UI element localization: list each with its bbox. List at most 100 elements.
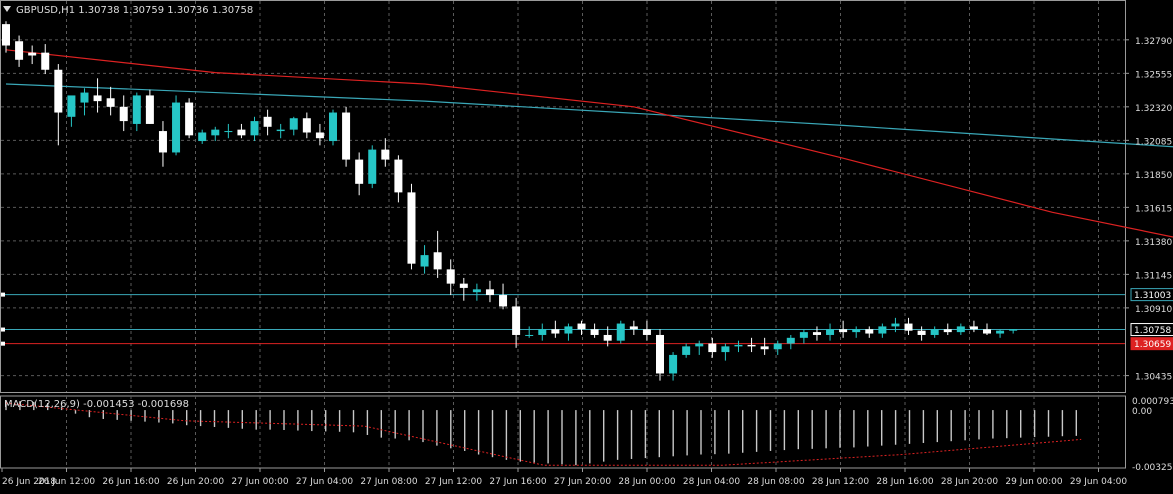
x-tick-label: 28 Jun 04:00 — [683, 477, 740, 487]
candle-body — [878, 326, 887, 334]
candle-body — [472, 289, 481, 293]
candle-body — [747, 344, 756, 347]
candle-body — [538, 329, 547, 335]
candle-body — [368, 149, 377, 184]
x-tick-label: 28 Jun 08:00 — [747, 477, 804, 487]
candle-body — [708, 343, 717, 353]
price-label-box — [1130, 337, 1173, 351]
candle-body — [917, 330, 926, 335]
price-label-box — [1130, 323, 1173, 337]
x-tick-label: 27 Jun 00:00 — [231, 477, 288, 487]
candle-body — [2, 24, 10, 46]
candle-body — [381, 149, 390, 160]
candle-body — [760, 346, 769, 350]
y-tick-label: 1.32085 — [1135, 137, 1172, 147]
y-tick-label: 1.32555 — [1135, 70, 1172, 80]
x-tick-label: 26 Jun 16:00 — [102, 477, 159, 487]
candle-body — [15, 41, 24, 60]
candle-body — [106, 98, 115, 107]
candle-body — [904, 323, 913, 331]
y-tick-label: 1.30910 — [1135, 305, 1172, 315]
macd-pane-frame — [0, 395, 1126, 469]
price-axis: 1.32790 1.32555 1.32320 1.32085 1.31850 1.316… — [1125, 37, 1173, 473]
macd-histogram — [5, 401, 1082, 466]
macd-y-tick-label: 0.00 — [1132, 407, 1152, 417]
candle-body — [930, 329, 939, 335]
x-tick-label: 27 Jun 20:00 — [554, 477, 611, 487]
ma-fast-line — [5, 49, 1173, 238]
candle-body — [551, 329, 560, 334]
price-label: 1.30659 — [1134, 340, 1171, 350]
x-tick-label: 27 Jun 08:00 — [360, 477, 417, 487]
candle-body — [512, 306, 521, 335]
candle-body — [590, 329, 599, 335]
candle-body — [826, 329, 835, 335]
candle-body — [172, 102, 181, 153]
macd-signal-line — [5, 402, 1082, 466]
macd-grid — [66, 396, 1099, 468]
candle-body — [250, 121, 259, 136]
price-grid — [0, 0, 1126, 469]
macd-y-tick-label: -0.003258 — [1132, 463, 1173, 473]
candle-body — [891, 323, 900, 327]
candle-body — [93, 95, 102, 102]
price-label: 1.30758 — [1134, 326, 1171, 336]
candle-body — [302, 118, 311, 133]
candle-body — [695, 343, 704, 347]
candle-body — [485, 289, 494, 296]
candle-body — [499, 295, 508, 307]
y-tick-label: 1.30435 — [1135, 373, 1172, 383]
candle-body — [329, 112, 337, 142]
candle-body — [237, 129, 246, 136]
y-tick-label: 1.31145 — [1135, 271, 1172, 281]
candle-body — [145, 95, 154, 124]
x-tick-label: 28 Jun 12:00 — [812, 477, 869, 487]
macd-y-tick-label: 0.000793 — [1132, 397, 1173, 407]
moving-averages — [5, 49, 1173, 238]
x-tick-label: 27 Jun 04:00 — [296, 477, 353, 487]
candle-body — [656, 334, 664, 374]
candle-body — [983, 329, 991, 334]
dropdown-triangle-icon[interactable] — [3, 6, 11, 12]
candle-body — [642, 329, 651, 335]
level-handle[interactable] — [1, 327, 5, 332]
x-tick-label: 28 Jun 00:00 — [618, 477, 675, 487]
candle-body — [119, 106, 128, 122]
symbol-info: GBPUSD,H1 1.30738 1.30759 1.30736 1.3075… — [16, 5, 253, 16]
candle-body — [158, 131, 167, 153]
candle-body — [1009, 329, 1018, 331]
candle-body — [276, 129, 285, 132]
candle-body — [786, 337, 795, 344]
level-handle[interactable] — [1, 292, 5, 297]
candle-body — [132, 95, 141, 124]
candle-body — [315, 132, 324, 139]
horizontal-levels — [1, 292, 1125, 346]
candle-body — [289, 118, 298, 130]
candle-body — [28, 52, 37, 56]
candle-body — [54, 69, 63, 113]
x-tick-label: 29 Jun 00:00 — [1005, 477, 1062, 487]
x-tick-label: 26 Jun 12:00 — [38, 477, 95, 487]
price-label: 1.31003 — [1134, 291, 1171, 301]
candle-body — [734, 344, 743, 347]
candle-body — [616, 323, 625, 341]
candle-body — [839, 329, 848, 333]
x-tick-label: 27 Jun 12:00 — [425, 477, 482, 487]
candle-body — [459, 283, 468, 288]
candle-body — [996, 330, 1005, 334]
candle-body — [852, 329, 861, 333]
candle-body — [355, 159, 364, 184]
candle-body — [603, 334, 612, 341]
x-tick-label: 27 Jun 16:00 — [489, 477, 546, 487]
x-tick-label: 28 Jun 16:00 — [876, 477, 933, 487]
candle-body — [799, 332, 808, 338]
level-handle[interactable] — [1, 341, 5, 346]
candle-body — [525, 334, 534, 336]
candle-body — [224, 131, 233, 133]
x-tick-label: 26 Jun 20:00 — [167, 477, 224, 487]
candle-body — [420, 255, 429, 267]
candle-body — [211, 129, 220, 136]
